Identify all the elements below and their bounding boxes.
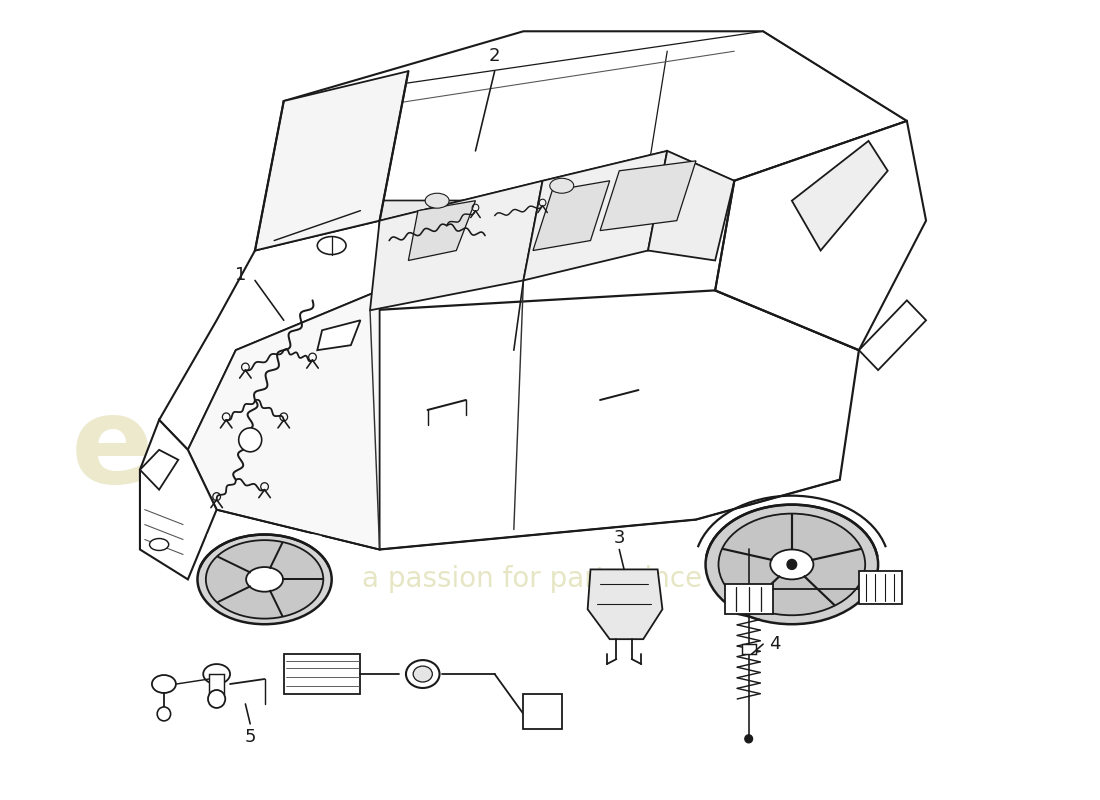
- Ellipse shape: [150, 538, 168, 550]
- Polygon shape: [715, 121, 926, 350]
- Polygon shape: [160, 221, 380, 450]
- Ellipse shape: [550, 178, 574, 194]
- Ellipse shape: [206, 540, 323, 618]
- Ellipse shape: [414, 666, 432, 682]
- Polygon shape: [370, 181, 542, 310]
- Polygon shape: [859, 300, 926, 370]
- Polygon shape: [524, 151, 668, 281]
- Circle shape: [157, 707, 170, 721]
- Polygon shape: [140, 420, 217, 579]
- Circle shape: [208, 690, 226, 708]
- Polygon shape: [792, 141, 888, 250]
- Polygon shape: [140, 450, 178, 490]
- Polygon shape: [408, 201, 475, 261]
- Polygon shape: [601, 161, 696, 230]
- Polygon shape: [317, 320, 361, 350]
- Text: 3: 3: [614, 529, 625, 546]
- Ellipse shape: [198, 534, 332, 624]
- Ellipse shape: [152, 675, 176, 693]
- Circle shape: [786, 559, 796, 570]
- Text: a passion for parts since 1985: a passion for parts since 1985: [362, 566, 781, 594]
- Text: euroParts: euroParts: [72, 391, 746, 508]
- Text: 4: 4: [769, 635, 780, 653]
- Polygon shape: [284, 151, 735, 221]
- Polygon shape: [534, 181, 609, 250]
- Ellipse shape: [705, 505, 878, 624]
- Polygon shape: [284, 654, 361, 694]
- Text: 1: 1: [235, 266, 246, 285]
- Ellipse shape: [718, 514, 866, 615]
- Ellipse shape: [770, 550, 813, 579]
- Bar: [859, 571, 902, 604]
- Ellipse shape: [246, 567, 283, 592]
- Circle shape: [239, 428, 262, 452]
- Ellipse shape: [425, 194, 449, 208]
- Circle shape: [745, 735, 752, 743]
- Bar: [742, 644, 757, 654]
- Polygon shape: [648, 151, 735, 261]
- Polygon shape: [207, 531, 322, 599]
- Bar: [725, 584, 772, 614]
- Text: 2: 2: [488, 47, 501, 65]
- Polygon shape: [284, 31, 906, 201]
- Polygon shape: [524, 694, 562, 729]
- Polygon shape: [255, 71, 408, 250]
- Polygon shape: [188, 221, 859, 550]
- Ellipse shape: [406, 660, 440, 688]
- Bar: [209, 674, 224, 694]
- Polygon shape: [587, 570, 662, 639]
- Ellipse shape: [204, 664, 230, 684]
- Text: 5: 5: [244, 728, 256, 746]
- Polygon shape: [188, 290, 380, 550]
